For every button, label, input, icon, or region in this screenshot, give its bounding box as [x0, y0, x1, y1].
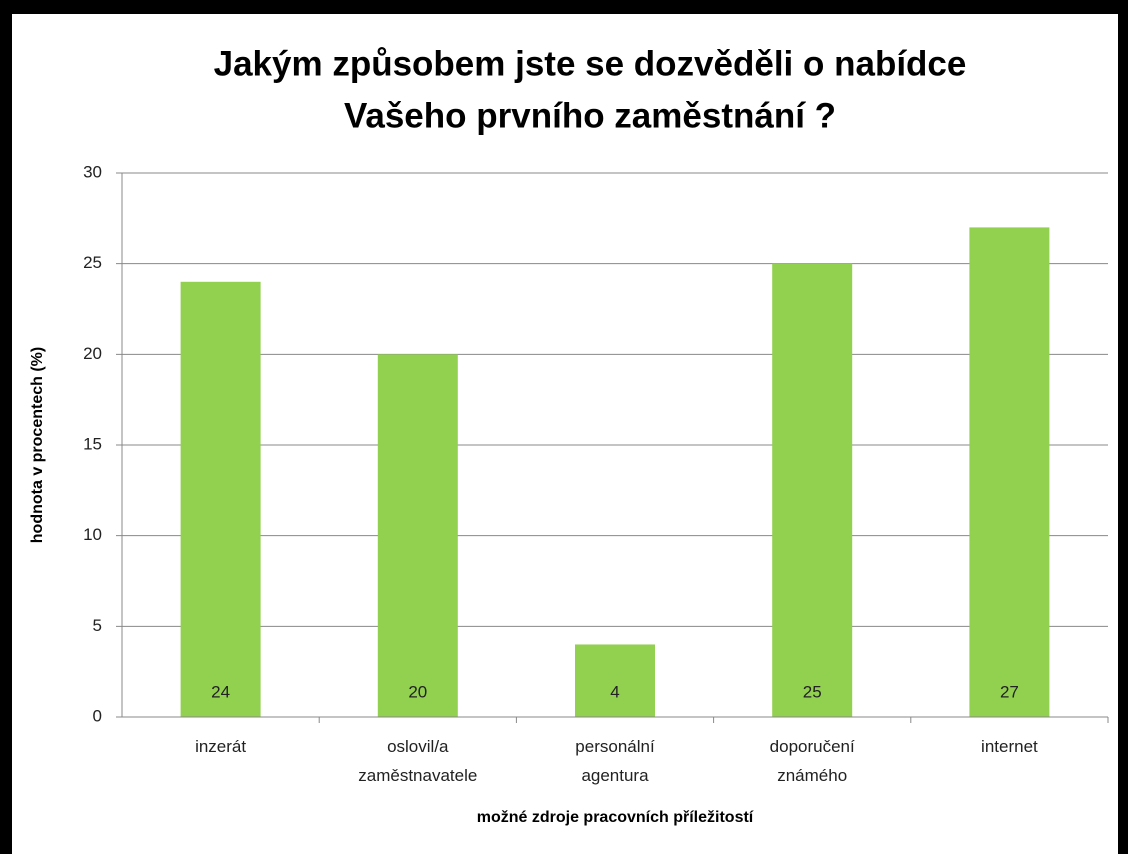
y-tick-label: 20 — [83, 344, 102, 363]
bar — [180, 281, 261, 717]
y-tick-label: 15 — [83, 434, 102, 453]
x-tick-label: inzerát — [195, 737, 246, 756]
x-tick-label: internet — [981, 737, 1038, 756]
chart-title: Vašeho prvního zaměstnání ? — [344, 96, 836, 135]
y-tick-label: 5 — [93, 616, 102, 635]
value-label: 24 — [211, 682, 230, 701]
y-tick-label: 10 — [83, 525, 102, 544]
x-tick-label: personální agentura — [575, 737, 655, 785]
x-axis-title: možné zdroje pracovních příležitostí — [477, 809, 754, 826]
bar — [969, 227, 1050, 717]
value-label: 4 — [610, 682, 619, 701]
chart-background — [12, 14, 1118, 854]
y-axis-title: hodnota v procentech (%) — [29, 347, 46, 543]
value-label: 20 — [408, 682, 427, 701]
x-tick-label: oslovil/a zaměstnavatele — [358, 737, 477, 785]
value-label: 25 — [803, 682, 822, 701]
value-label: 27 — [1000, 682, 1019, 701]
bar — [377, 354, 458, 717]
bar — [575, 644, 655, 717]
y-tick-label: 0 — [93, 706, 102, 725]
chart-title: Jakým způsobem jste se dozvěděli o nabíd… — [214, 44, 967, 83]
bar — [772, 263, 853, 717]
x-tick-label: doporučení známého — [770, 737, 855, 785]
y-tick-label: 25 — [83, 253, 102, 272]
y-tick-label: 30 — [83, 162, 102, 181]
